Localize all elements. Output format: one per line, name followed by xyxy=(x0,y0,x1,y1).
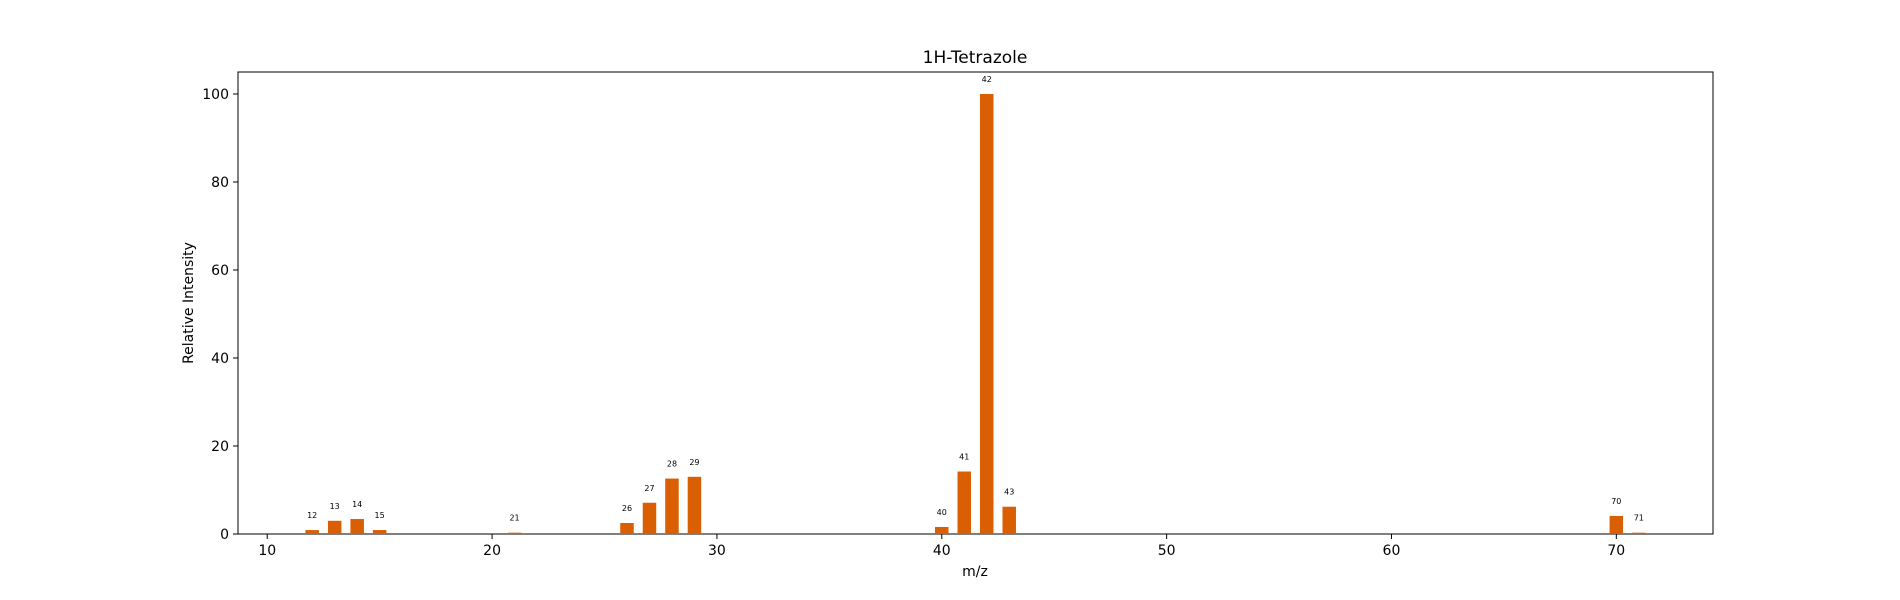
x-tick-label: 40 xyxy=(933,543,951,559)
bar-mz-14 xyxy=(350,519,364,534)
y-tick-label: 0 xyxy=(220,527,229,543)
peak-label-13: 13 xyxy=(330,502,340,511)
bar-mz-15 xyxy=(372,530,387,534)
x-axis-ticks: 10 20 30 40 50 60 70 xyxy=(258,534,1625,559)
plot-frame xyxy=(237,71,1714,535)
peak-label-43: 43 xyxy=(1004,488,1014,497)
peak-label-28: 28 xyxy=(667,460,677,469)
peak-label-71: 71 xyxy=(1634,514,1644,523)
y-tick-label: 40 xyxy=(211,351,229,367)
peak-label-70: 70 xyxy=(1611,497,1621,506)
x-tick-label: 60 xyxy=(1383,543,1401,559)
peak-label-26: 26 xyxy=(622,504,632,513)
bar-mz-27 xyxy=(642,502,657,534)
peak-label-41: 41 xyxy=(959,453,969,462)
bar-mz-43 xyxy=(1002,506,1016,534)
bar-mz-71 xyxy=(1632,532,1646,534)
peak-label-12: 12 xyxy=(307,511,317,520)
peak-label-40: 40 xyxy=(937,508,947,517)
y-tick-label: 100 xyxy=(202,87,229,103)
y-axis-label: Relative Intensity xyxy=(181,242,197,364)
bars-group xyxy=(305,94,1646,534)
y-tick-label: 60 xyxy=(211,263,229,279)
x-axis-label: m/z xyxy=(962,564,988,580)
peak-label-21: 21 xyxy=(509,514,519,523)
bar-mz-12 xyxy=(305,530,319,534)
bar-mz-70 xyxy=(1609,515,1624,534)
peak-label-42: 42 xyxy=(982,75,992,84)
peak-label-29: 29 xyxy=(689,458,699,467)
x-tick-label: 10 xyxy=(258,543,276,559)
peak-label-14: 14 xyxy=(352,500,362,509)
x-tick-label: 50 xyxy=(1158,543,1176,559)
bar-mz-13 xyxy=(327,520,342,534)
peak-label-15: 15 xyxy=(375,511,385,520)
bar-mz-21 xyxy=(507,532,522,534)
x-tick-label: 70 xyxy=(1607,543,1625,559)
y-axis-ticks: 0 20 40 60 80 100 xyxy=(202,87,238,543)
bar-mz-29 xyxy=(687,476,702,534)
peak-label-27: 27 xyxy=(644,484,654,493)
bar-mz-41 xyxy=(957,471,972,534)
bar-mz-42 xyxy=(979,94,994,534)
x-tick-label: 30 xyxy=(708,543,726,559)
y-tick-label: 80 xyxy=(211,175,229,191)
x-tick-label: 20 xyxy=(483,543,501,559)
bar-mz-26 xyxy=(620,523,634,534)
chart-title: 1H-Tetrazole xyxy=(923,48,1028,68)
bar-mz-40 xyxy=(935,526,949,534)
bar-mz-28 xyxy=(665,478,679,534)
peak-labels-group: 12 13 14 15 21 26 27 28 29 40 41 42 43 70 71 xyxy=(307,75,1644,523)
y-tick-label: 20 xyxy=(211,439,229,455)
